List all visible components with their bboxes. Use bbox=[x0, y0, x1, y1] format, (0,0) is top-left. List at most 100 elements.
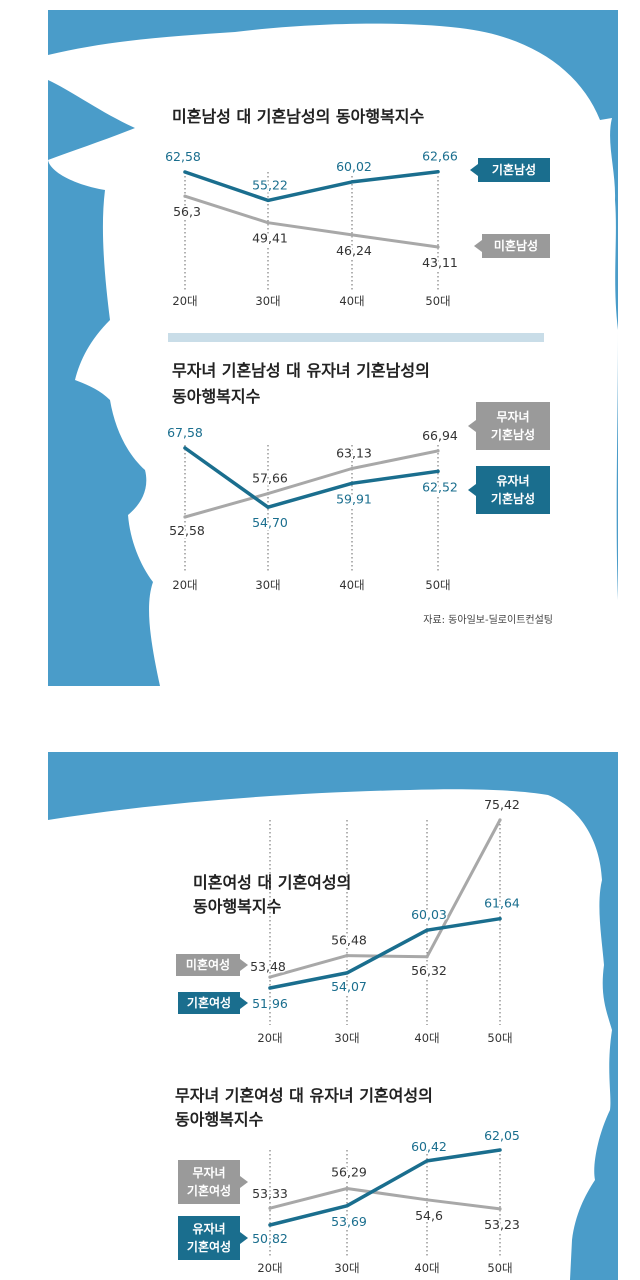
data-point bbox=[425, 955, 429, 959]
legend-label: 기혼여성 bbox=[187, 995, 231, 1010]
series-line-1 bbox=[183, 169, 440, 203]
legend-label: 미혼여성 bbox=[186, 957, 230, 972]
x-tick-label: 40대 bbox=[339, 578, 364, 592]
data-label: 49,41 bbox=[252, 231, 288, 246]
chart-4-title-line-2: 동아행복지수 bbox=[175, 1110, 264, 1129]
data-label: 60,03 bbox=[411, 907, 447, 922]
data-label: 67,58 bbox=[167, 425, 203, 440]
data-point bbox=[266, 221, 270, 225]
x-tick-label: 40대 bbox=[414, 1261, 439, 1275]
data-label: 51,96 bbox=[252, 996, 288, 1011]
tag-pointer bbox=[468, 420, 476, 432]
data-label: 53,69 bbox=[331, 1214, 367, 1229]
chart-4-title-line-1: 무자녀 기혼여성 대 유자녀 기혼여성의 bbox=[175, 1086, 433, 1105]
x-tick-label: 30대 bbox=[255, 294, 280, 308]
data-point bbox=[345, 1186, 349, 1191]
data-label: 50,82 bbox=[252, 1231, 288, 1246]
legend-label: 기혼여성 bbox=[187, 1239, 231, 1254]
data-point bbox=[498, 917, 502, 921]
data-label: 62,66 bbox=[422, 149, 458, 164]
x-tick-label: 30대 bbox=[255, 578, 280, 592]
x-tick-label: 20대 bbox=[172, 294, 197, 308]
data-label: 53,23 bbox=[484, 1217, 520, 1232]
head-silhouette-female bbox=[48, 789, 612, 1280]
data-label: 54,70 bbox=[252, 515, 288, 530]
data-point bbox=[268, 1223, 272, 1227]
data-label: 54,6 bbox=[415, 1208, 443, 1223]
data-label: 43,11 bbox=[422, 255, 458, 270]
data-label: 62,52 bbox=[422, 479, 458, 494]
data-point bbox=[436, 170, 440, 174]
data-point bbox=[425, 1198, 429, 1202]
data-point bbox=[266, 492, 270, 496]
series-line-2 bbox=[183, 446, 440, 509]
source-note: 자료: 동아일보-딜로이트컨설팅 bbox=[423, 614, 553, 626]
data-point bbox=[350, 466, 354, 471]
x-tick-label: 20대 bbox=[257, 1261, 282, 1275]
chart-4: 20대 30대 40대 50대 53,33 56,29 54,6 53,23 50,82 53,6… bbox=[178, 1127, 521, 1275]
series-line-2 bbox=[268, 1148, 502, 1227]
data-label: 54,07 bbox=[331, 979, 367, 994]
data-label: 62,05 bbox=[484, 1128, 520, 1143]
data-label: 66,94 bbox=[422, 428, 458, 443]
series-line-1 bbox=[268, 818, 502, 979]
data-point bbox=[266, 198, 270, 202]
legend-label: 무자녀 bbox=[192, 1165, 225, 1180]
data-point bbox=[350, 180, 354, 184]
data-point bbox=[268, 975, 272, 979]
data-label: 75,42 bbox=[484, 797, 520, 812]
data-point bbox=[436, 245, 440, 249]
data-point bbox=[350, 481, 354, 485]
data-point bbox=[268, 1206, 272, 1210]
tag-box bbox=[178, 992, 240, 1014]
data-label: 56,3 bbox=[173, 204, 201, 219]
data-label: 56,29 bbox=[331, 1165, 367, 1180]
data-point bbox=[436, 469, 440, 473]
x-tick-label: 20대 bbox=[172, 578, 197, 592]
legend-label: 유자녀 bbox=[192, 1221, 225, 1236]
x-tick-label: 40대 bbox=[339, 294, 364, 308]
chart-1-title: 미혼남성 대 기혼남성의 동아행복지수 bbox=[172, 107, 425, 126]
chart-3: 20대 30대 40대 50대 53,48 56,48 56,32 75,42 51,96 54,… bbox=[176, 796, 521, 1045]
x-tick-label: 30대 bbox=[334, 1031, 359, 1045]
data-label: 53,33 bbox=[252, 1186, 288, 1201]
data-label: 62,58 bbox=[165, 149, 201, 164]
data-point bbox=[498, 818, 502, 822]
data-label: 63,13 bbox=[336, 446, 372, 461]
section-divider bbox=[168, 333, 544, 342]
data-point bbox=[266, 505, 270, 509]
tag-box bbox=[178, 1160, 240, 1204]
data-label: 59,91 bbox=[336, 491, 372, 506]
data-label: 55,22 bbox=[252, 177, 288, 192]
series-line-1 bbox=[268, 1187, 502, 1211]
tag-box bbox=[482, 234, 550, 258]
legend-label: 유자녀 bbox=[496, 473, 529, 488]
data-point bbox=[183, 515, 187, 519]
data-point bbox=[183, 170, 187, 174]
tag-pointer bbox=[240, 959, 248, 971]
x-tick-label: 50대 bbox=[425, 294, 450, 308]
chart-3-title-line-1: 미혼여성 대 기혼여성의 bbox=[193, 873, 351, 892]
chart-2-title-line-1: 무자녀 기혼남성 대 유자녀 기혼남성의 bbox=[172, 361, 430, 380]
series-line-1 bbox=[183, 449, 440, 519]
series-line-2 bbox=[183, 194, 440, 249]
data-point bbox=[268, 986, 272, 990]
charts-layer: 20대 30대 40대 50대 62,58 55,22 60,02 62,66 56,3 49,4… bbox=[164, 147, 550, 1275]
data-point bbox=[350, 233, 354, 237]
data-label: 56,48 bbox=[331, 933, 367, 948]
panel-male: 미혼남성 대 기혼남성의 동아행복지수 무자녀 기혼남성 대 유자녀 기혼남성의… bbox=[48, 10, 618, 686]
x-tick-label: 50대 bbox=[487, 1261, 512, 1275]
data-label: 57,66 bbox=[252, 471, 288, 486]
tag-box bbox=[476, 402, 550, 450]
legend-label: 미혼남성 bbox=[494, 238, 538, 253]
tag-pointer bbox=[240, 997, 248, 1009]
data-point bbox=[183, 446, 187, 450]
x-tick-label: 50대 bbox=[425, 578, 450, 592]
tag-box bbox=[478, 158, 550, 182]
tag-pointer bbox=[474, 240, 482, 252]
x-tick-label: 30대 bbox=[334, 1261, 359, 1275]
